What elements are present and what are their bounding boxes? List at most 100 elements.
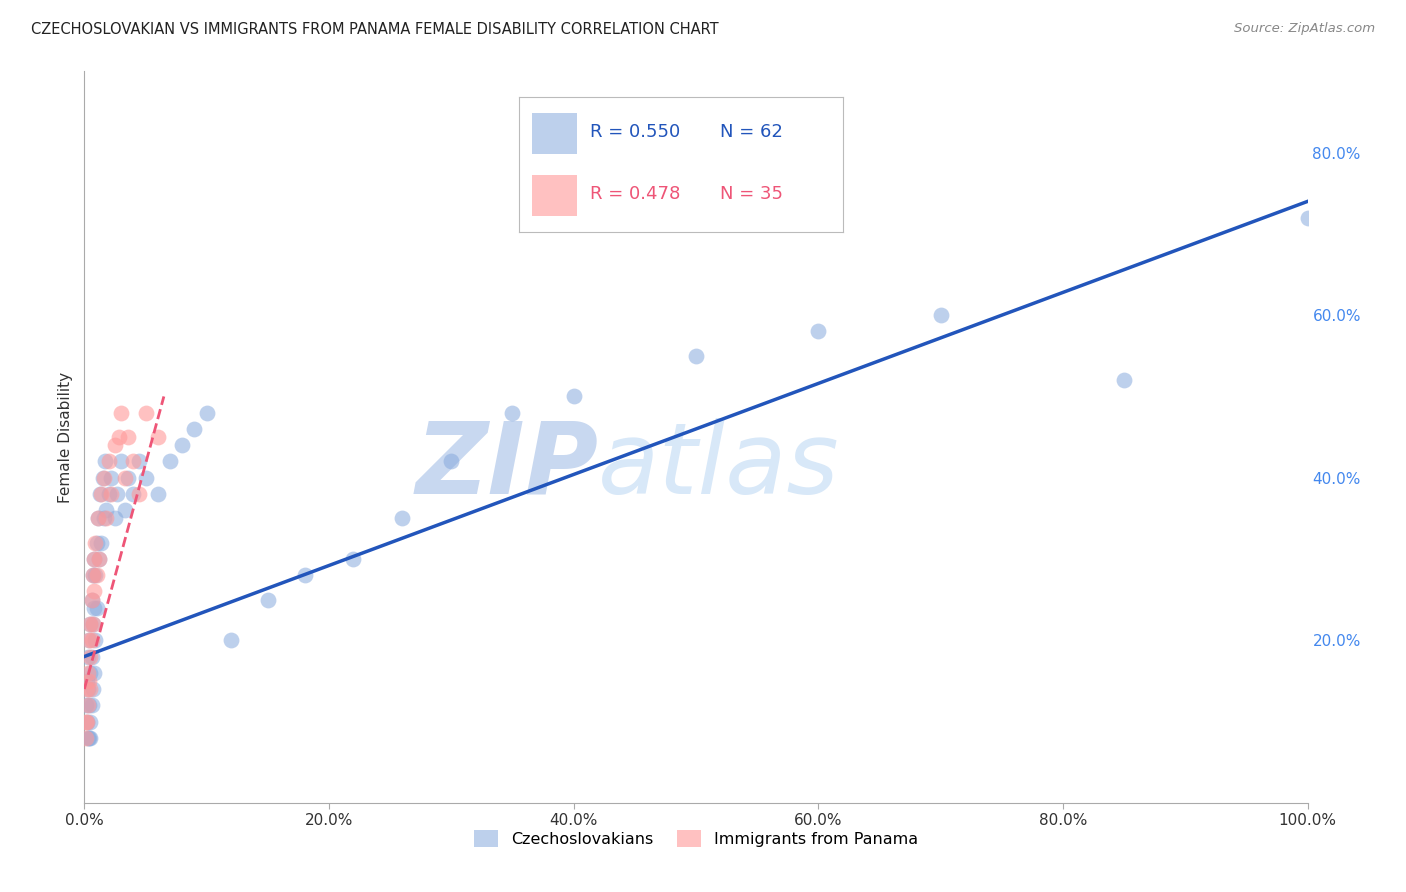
Point: [183, 422, 205, 436]
Point: [117, 471, 139, 485]
Point: [77, 633, 100, 648]
Point: [80, 592, 103, 607]
Point: [122, 454, 145, 468]
Point: [79, 731, 101, 745]
Point: [440, 454, 463, 468]
Point: [82, 568, 104, 582]
Point: [79, 617, 101, 632]
Point: [342, 552, 364, 566]
Point: [159, 454, 181, 468]
Point: [146, 487, 169, 501]
Text: ZIP: ZIP: [415, 417, 598, 515]
Point: [929, 308, 952, 322]
Point: [128, 487, 150, 501]
Point: [97, 487, 120, 501]
Point: [502, 406, 524, 420]
Point: [97, 454, 120, 468]
Point: [75, 731, 97, 745]
Point: [75, 698, 97, 713]
Point: [87, 552, 110, 566]
Point: [100, 487, 122, 501]
Point: [83, 584, 105, 599]
Point: [1296, 211, 1319, 225]
Point: [807, 325, 830, 339]
Point: [257, 592, 280, 607]
Point: [84, 568, 107, 582]
Point: [122, 487, 145, 501]
Point: [104, 511, 127, 525]
Point: [146, 430, 169, 444]
Point: [79, 681, 101, 696]
Point: [77, 731, 100, 745]
Point: [100, 471, 122, 485]
Point: [77, 681, 100, 696]
Point: [83, 600, 105, 615]
Point: [110, 406, 132, 420]
Point: [79, 617, 101, 632]
Point: [77, 731, 100, 745]
Point: [77, 698, 100, 713]
Point: [86, 600, 108, 615]
Point: [79, 649, 101, 664]
Point: [90, 535, 112, 549]
Point: [1114, 373, 1136, 387]
Point: [77, 633, 100, 648]
Point: [105, 487, 128, 501]
Point: [87, 511, 110, 525]
Point: [89, 487, 111, 501]
Point: [84, 633, 107, 648]
Point: [80, 649, 103, 664]
Point: [87, 552, 110, 566]
Point: [77, 698, 100, 713]
Point: [110, 454, 132, 468]
Point: [77, 649, 100, 664]
Point: [83, 552, 105, 566]
Point: [80, 698, 103, 713]
Point: [562, 389, 585, 403]
Point: [114, 471, 136, 485]
Point: [80, 592, 103, 607]
Point: [82, 617, 104, 632]
Point: [75, 714, 97, 729]
Point: [93, 511, 115, 525]
Point: [82, 681, 104, 696]
Point: [391, 511, 413, 525]
Point: [91, 471, 114, 485]
Point: [117, 430, 139, 444]
Point: [79, 714, 101, 729]
Point: [76, 681, 98, 696]
Text: CZECHOSLOVAKIAN VS IMMIGRANTS FROM PANAMA FEMALE DISABILITY CORRELATION CHART: CZECHOSLOVAKIAN VS IMMIGRANTS FROM PANAM…: [31, 22, 718, 37]
Point: [76, 673, 98, 688]
Point: [83, 665, 105, 680]
Text: Source: ZipAtlas.com: Source: ZipAtlas.com: [1234, 22, 1375, 36]
Point: [87, 511, 110, 525]
Point: [219, 633, 242, 648]
Y-axis label: Female Disability: Female Disability: [58, 371, 73, 503]
Point: [83, 552, 105, 566]
Point: [86, 568, 108, 582]
Point: [104, 438, 127, 452]
Point: [685, 349, 707, 363]
Point: [114, 503, 136, 517]
Point: [76, 714, 98, 729]
Point: [135, 406, 157, 420]
Point: [135, 471, 157, 485]
Point: [96, 503, 118, 517]
Point: [82, 617, 104, 632]
Point: [128, 454, 150, 468]
Point: [80, 633, 103, 648]
Point: [172, 438, 194, 452]
Point: [107, 430, 129, 444]
Point: [86, 535, 108, 549]
Point: [77, 665, 100, 680]
Point: [79, 665, 101, 680]
Point: [77, 673, 100, 688]
Point: [294, 568, 316, 582]
Point: [76, 714, 98, 729]
Text: atlas: atlas: [598, 417, 839, 515]
Point: [94, 454, 117, 468]
Point: [93, 471, 115, 485]
Point: [90, 487, 112, 501]
Point: [82, 568, 104, 582]
Legend: Czechoslovakians, Immigrants from Panama: Czechoslovakians, Immigrants from Panama: [468, 824, 924, 854]
